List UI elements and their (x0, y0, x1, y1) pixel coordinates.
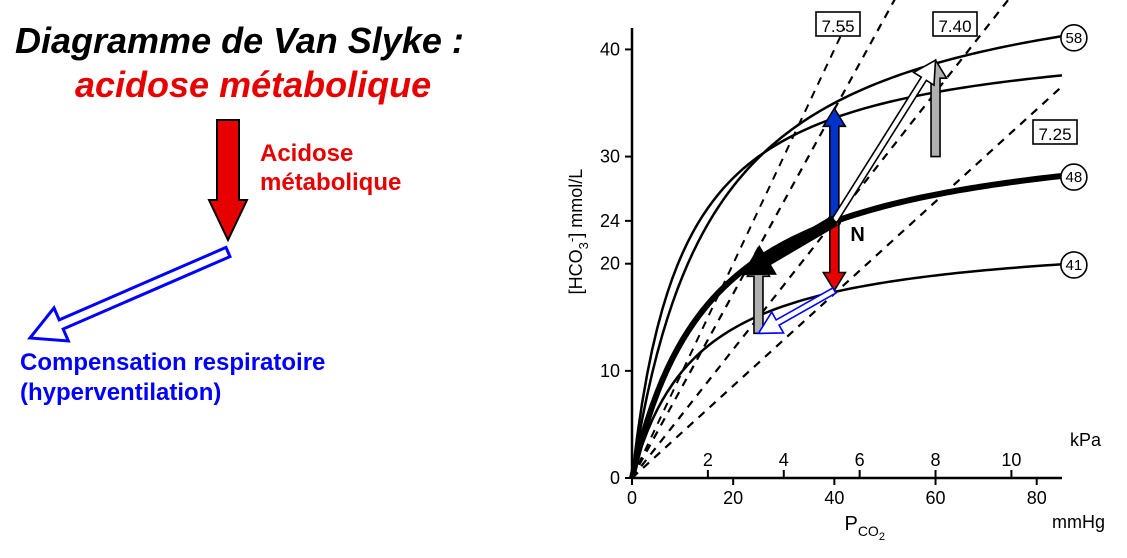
ph-line-extra (632, 28, 844, 478)
x-tick-label: 80 (1027, 488, 1047, 508)
y-tick-label: 20 (600, 254, 620, 274)
unit-mmhg: mmHg (1052, 512, 1105, 532)
ph-label: 7.25 (1038, 125, 1071, 144)
y-tick-label: 0 (610, 468, 620, 488)
unit-kpa: kPa (1070, 430, 1102, 450)
chart-black-left-arrow (743, 217, 837, 275)
circled-label-text: 48 (1066, 169, 1083, 186)
ph-line (632, 86, 1062, 478)
circled-label-text: 41 (1066, 257, 1083, 274)
y-tick-label: 24 (600, 211, 620, 231)
x-tick-kpa-label: 8 (931, 450, 941, 470)
y-tick-label: 30 (600, 147, 620, 167)
x-axis-label: PCO2 (844, 513, 884, 543)
circled-label-text: 58 (1066, 30, 1083, 47)
x-tick-label: 20 (723, 488, 743, 508)
y-axis-label: [HCO3-] mmol/L (564, 169, 591, 295)
iso-curve (632, 176, 1062, 478)
x-tick-label: 60 (926, 488, 946, 508)
svg-layer: 01020243040020406080246810kPammHgPCO2[HC… (0, 0, 1127, 558)
x-tick-label: 0 (627, 488, 637, 508)
x-tick-kpa-label: 6 (855, 450, 865, 470)
x-tick-kpa-label: 4 (779, 450, 789, 470)
big-red-arrow (209, 120, 247, 240)
ph-label: 7.40 (938, 17, 971, 36)
ph-line (632, 0, 1062, 478)
big-blue-open-arrow (30, 247, 230, 341)
ph-line (632, 0, 1062, 478)
iso-curve (632, 75, 1062, 478)
point-n-label: N (850, 224, 864, 246)
ph-label: 7.55 (821, 17, 854, 36)
x-tick-kpa-label: 2 (703, 450, 713, 470)
x-tick-label: 40 (824, 488, 844, 508)
diagram-root: { "canvas": { "width": 1127, "height": 5… (0, 0, 1127, 558)
iso-curve (632, 264, 1062, 478)
y-tick-label: 10 (600, 361, 620, 381)
iso-curve (632, 36, 1062, 478)
x-tick-kpa-label: 10 (1001, 450, 1021, 470)
iso-curve (632, 176, 1062, 478)
y-tick-label: 40 (600, 39, 620, 59)
